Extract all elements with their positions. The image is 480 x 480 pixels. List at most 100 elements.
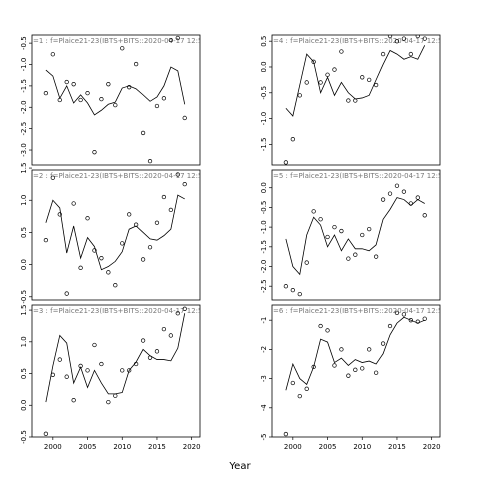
data-point <box>43 91 49 96</box>
y-tick-label: -4 <box>260 404 268 412</box>
data-point <box>387 323 393 329</box>
data-point <box>297 393 302 399</box>
data-point <box>367 347 372 352</box>
y-tick-label: 0.0 <box>260 182 268 193</box>
y-tick-label: -2.5 <box>260 279 268 293</box>
data-point <box>380 341 386 346</box>
fit-line <box>45 313 186 403</box>
data-point <box>43 431 49 436</box>
panel: =5 : f=Plaice21-23(IBTS+BITS::2020-04-17… <box>260 169 447 301</box>
panel-title: =5 : f=Plaice21-23(IBTS+BITS::2020-04-17… <box>273 172 447 180</box>
y-tick-label: -3 <box>260 375 268 382</box>
y-tick-label: -1 <box>260 317 268 324</box>
data-point <box>175 311 180 316</box>
data-point <box>182 182 187 187</box>
data-point <box>283 431 289 437</box>
y-tick-label: 1.0 <box>20 195 28 206</box>
data-point <box>297 291 302 297</box>
x-tick-label: 2010 <box>113 443 131 451</box>
y-tick-label: 1.5 <box>20 162 28 173</box>
panel: =2 : f=Plaice21-23(IBTS+BITS::2020-04-17… <box>20 162 201 304</box>
panel-frame <box>31 169 201 301</box>
fit-line <box>285 45 426 117</box>
data-point <box>154 103 160 109</box>
y-tick-label: -2.5 <box>20 122 28 136</box>
data-point <box>161 326 167 332</box>
data-point <box>394 39 400 44</box>
panel: =1 : f=Plaice21-23(IBTS+BITS::2020-04-17… <box>20 34 201 166</box>
data-point <box>401 312 407 317</box>
data-point <box>422 316 427 321</box>
data-point <box>311 364 316 370</box>
data-point <box>304 260 309 265</box>
y-tick-label: -0.5 <box>20 36 28 50</box>
x-tick-label: 2005 <box>79 443 97 451</box>
data-point <box>161 96 167 101</box>
data-point <box>415 195 420 200</box>
data-point <box>106 270 111 275</box>
data-point <box>394 183 400 188</box>
panel-frame <box>271 304 441 438</box>
data-point <box>339 228 344 234</box>
y-tick-label: -1.5 <box>260 240 268 254</box>
y-tick-label: -2.0 <box>260 260 268 274</box>
data-point <box>43 237 49 243</box>
y-tick-label: -0.5 <box>260 86 268 100</box>
data-point <box>182 306 187 311</box>
data-point <box>408 51 413 57</box>
panel-frame <box>31 34 201 166</box>
y-tick-label: -3.0 <box>20 143 28 157</box>
data-point <box>57 212 62 217</box>
data-point <box>360 366 365 371</box>
data-point <box>92 248 97 253</box>
data-point <box>283 160 289 165</box>
data-point <box>422 36 427 41</box>
data-point <box>168 333 173 338</box>
data-point <box>332 224 337 230</box>
x-axis-label: Year <box>228 461 251 472</box>
data-point <box>78 97 83 103</box>
data-point <box>311 209 316 214</box>
data-point <box>346 373 351 378</box>
data-point <box>168 207 173 213</box>
plot-area: =1 : f=Plaice21-23(IBTS+BITS::2020-04-17… <box>33 35 200 164</box>
data-point <box>140 338 146 343</box>
data-point <box>325 234 330 240</box>
y-tick-label: -2 <box>260 346 268 353</box>
panel-title: =3 : f=Plaice21-23(IBTS+BITS::2020-04-17… <box>33 307 207 315</box>
data-point <box>127 85 132 90</box>
data-point <box>99 361 104 367</box>
x-tick-label: 2015 <box>388 443 406 451</box>
data-point <box>304 80 309 85</box>
data-point <box>106 399 111 405</box>
y-tick-label: -1.0 <box>20 58 28 72</box>
data-point <box>318 217 323 222</box>
y-tick-label: 0.5 <box>260 36 268 47</box>
y-tick-label: 0.0 <box>260 61 268 72</box>
data-point <box>154 349 160 354</box>
data-point <box>113 102 118 108</box>
x-tick-label: 2000 <box>44 443 62 451</box>
data-point <box>64 374 69 379</box>
data-point <box>127 212 132 217</box>
data-point <box>120 368 125 373</box>
data-point <box>64 79 69 85</box>
y-tick-label: -1.5 <box>260 138 268 152</box>
data-point <box>127 368 132 373</box>
data-point <box>71 82 76 87</box>
y-tick-label: 1.5 <box>20 305 28 316</box>
panel: =4 : f=Plaice21-23(IBTS+BITS::2020-04-17… <box>260 34 441 166</box>
plot-area: =2 : f=Plaice21-23(IBTS+BITS::2020-04-17… <box>33 172 200 296</box>
data-point <box>318 323 323 329</box>
x-tick-label: 2020 <box>183 443 201 451</box>
data-point <box>120 46 125 51</box>
data-point <box>318 80 323 85</box>
data-point <box>367 226 372 232</box>
y-tick-label: 1.0 <box>20 336 28 347</box>
data-point <box>394 310 400 316</box>
data-point <box>64 291 69 296</box>
panel-title: =6 : f=Plaice21-23(IBTS+BITS::2020-04-17… <box>273 307 447 315</box>
fit-line <box>285 316 425 391</box>
fit-line <box>285 197 425 276</box>
